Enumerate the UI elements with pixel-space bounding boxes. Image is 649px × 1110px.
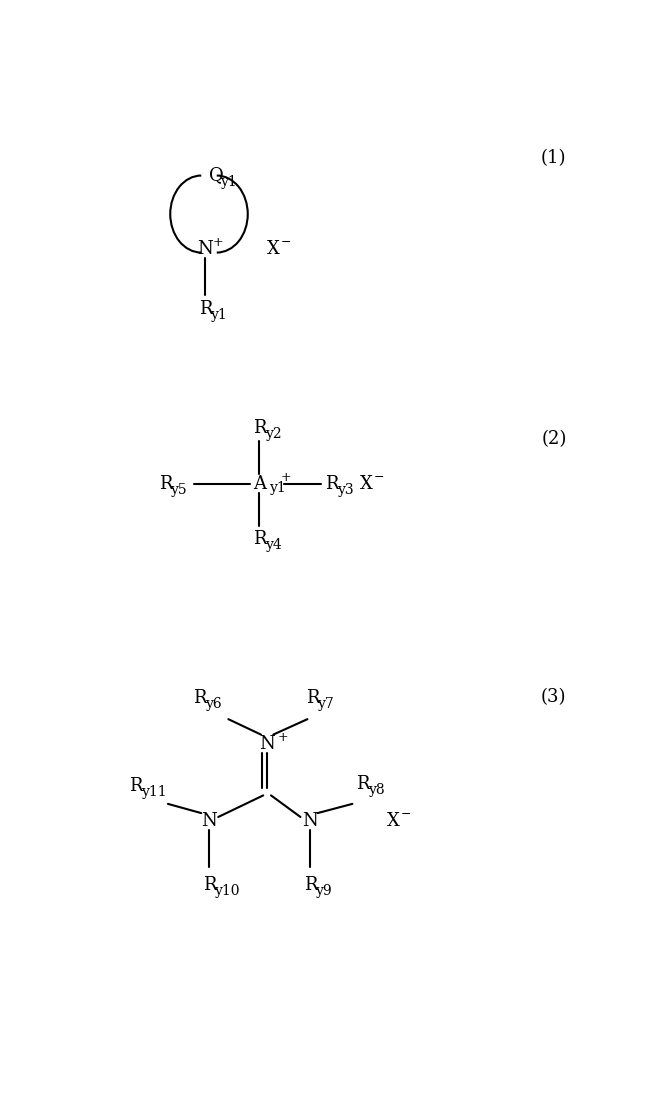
- Text: X: X: [387, 811, 400, 830]
- Text: R: R: [129, 777, 143, 795]
- Text: R: R: [199, 300, 212, 317]
- Text: (3): (3): [541, 687, 567, 706]
- Text: N: N: [201, 811, 217, 830]
- Text: R: R: [356, 775, 370, 793]
- Text: X: X: [360, 475, 373, 493]
- Text: y3: y3: [337, 483, 354, 496]
- Text: R: R: [202, 876, 216, 894]
- Text: −: −: [281, 236, 291, 249]
- Text: y5: y5: [171, 483, 188, 496]
- Text: y1: y1: [221, 174, 238, 189]
- Text: y9: y9: [316, 884, 332, 898]
- Text: N: N: [302, 811, 317, 830]
- Text: y11: y11: [141, 785, 167, 799]
- Text: N: N: [259, 735, 275, 753]
- Text: R: R: [158, 475, 172, 493]
- Text: +: +: [278, 731, 289, 744]
- Text: y10: y10: [215, 884, 241, 898]
- Text: +: +: [281, 471, 291, 484]
- Text: (1): (1): [541, 149, 567, 166]
- Text: R: R: [253, 529, 267, 548]
- Text: A: A: [253, 475, 266, 493]
- Text: R: R: [325, 475, 339, 493]
- Text: R: R: [304, 876, 317, 894]
- Text: −: −: [401, 808, 411, 821]
- Text: R: R: [306, 688, 319, 707]
- Text: y2: y2: [265, 427, 282, 442]
- Text: R: R: [253, 420, 267, 437]
- Text: N: N: [197, 240, 213, 258]
- Text: X: X: [267, 240, 280, 258]
- Text: +: +: [212, 236, 223, 249]
- Text: −: −: [374, 471, 385, 484]
- Text: y4: y4: [265, 538, 282, 552]
- Text: y1: y1: [270, 481, 287, 495]
- Text: y6: y6: [206, 697, 223, 710]
- Text: Q: Q: [209, 166, 224, 184]
- Text: y8: y8: [369, 783, 386, 797]
- Text: y7: y7: [318, 697, 335, 710]
- Text: R: R: [193, 688, 207, 707]
- Text: (2): (2): [541, 430, 567, 447]
- Text: y1: y1: [212, 307, 228, 322]
